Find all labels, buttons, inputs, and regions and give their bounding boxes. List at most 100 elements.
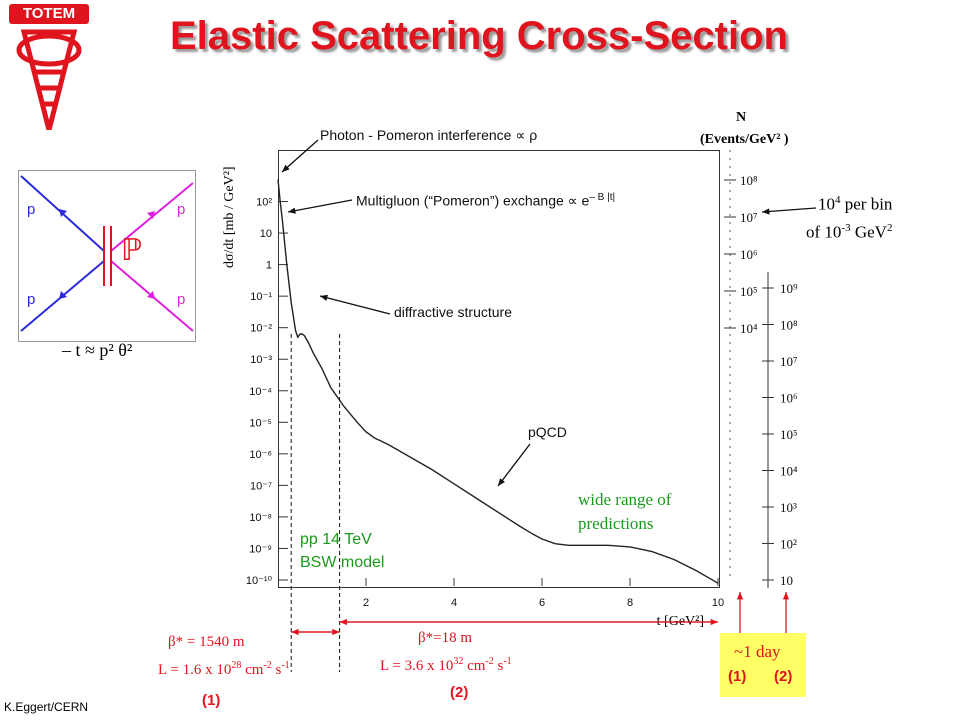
lumi-text: L = 1.6 x 10 (158, 662, 232, 678)
day-box-label-1: (1) (728, 668, 747, 685)
lumi-exp: 32 (453, 656, 464, 667)
beta-star-2: β*=18 m (418, 630, 473, 646)
right-tick-label: 10⁴ (780, 464, 798, 479)
right-tick-label: 10⁷ (740, 210, 758, 225)
x-tick-label: 8 (627, 597, 633, 609)
multigluon-annotation: Multigluon (“Pomeron”) exchange ∝ e– B |… (356, 192, 615, 210)
y-tick-label: 10 (260, 228, 272, 240)
per-bin-arrow-head (762, 208, 770, 215)
page-title: Elastic Scattering Cross-Section (170, 14, 788, 58)
y-tick-label: 10² (256, 197, 272, 209)
logo-text: TOTEM (9, 4, 89, 24)
y-tick-label: 10⁻³ (250, 354, 272, 366)
right-tick-label: 10⁹ (780, 281, 798, 296)
pqcd-annotation: pQCD (528, 424, 567, 440)
lumi-units: s (271, 662, 282, 678)
right-tick-label: 10⁸ (740, 173, 758, 188)
luminosity-2: L = 3.6 x 1032 cm-2 s-1 (380, 656, 512, 675)
proton-label: p (27, 291, 36, 308)
right-tick-label: 10⁷ (780, 354, 798, 369)
proton-label: p (177, 291, 186, 308)
lumi-exp: -1 (281, 660, 290, 671)
luminosity-1: L = 1.6 x 1028 cm-2 s-1 (158, 660, 290, 679)
day-arrow-2-head (782, 592, 790, 600)
per-bin-exp: -3 (841, 222, 851, 234)
plot-area (278, 150, 720, 588)
multigluon-arrow (287, 199, 353, 213)
right-tick-label: 10⁶ (780, 391, 798, 406)
x-tick-label: 10 (712, 597, 724, 609)
y-tick-label: 10⁻⁵ (249, 417, 272, 429)
y-tick-label: 10⁻⁹ (249, 543, 272, 555)
per-bin-note: of 10-3 GeV2 (806, 222, 892, 243)
day-arrow-1-head (736, 592, 744, 600)
right-tick-label: 10 (780, 573, 793, 588)
photon-pomeron-annotation: Photon - Pomeron interference ∝ ρ (320, 127, 538, 143)
momentum-relation: – t ≈ p² θ² (62, 340, 133, 360)
per-bin-rest: GeV (850, 222, 887, 242)
lumi-units: cm (463, 658, 486, 674)
x-tick-label: 2 (363, 597, 369, 609)
run-duration: ~1 day (734, 642, 781, 661)
lumi-exp: 28 (231, 660, 242, 671)
right-tick-label: 10⁶ (740, 247, 758, 262)
totem-logo (4, 2, 94, 130)
range-arrow-2-head (339, 618, 347, 626)
per-bin-rest: per bin (840, 194, 893, 214)
day-box-label-2: (2) (774, 668, 793, 685)
y-tick-label: 10⁻² (250, 323, 272, 335)
right-axis-label: (Events/GeV² ) (700, 132, 789, 147)
author-credit: K.Eggert/CERN (4, 700, 89, 714)
wide-range-note: wide range of (578, 490, 672, 509)
right-axis-label: N (736, 110, 747, 125)
proton-label: p (177, 201, 186, 218)
feynman-diagram: p p p p ℙ (18, 170, 196, 342)
cross-section-curve (277, 179, 719, 584)
lumi-exp: -2 (485, 656, 494, 667)
right-tick-label: 10⁵ (740, 284, 758, 299)
y-tick-label: 10⁻¹⁰ (246, 575, 273, 587)
right-tick-label: 10⁵ (780, 427, 798, 442)
diffractive-arrow-head (320, 294, 328, 301)
per-bin-arrow (761, 207, 817, 213)
multigluon-exponent: – B |t| (589, 192, 616, 203)
pqcd-arrow-head (498, 478, 505, 486)
y-tick-label: 10⁻⁴ (249, 386, 272, 398)
diffractive-annotation: diffractive structure (394, 304, 513, 320)
photon-arrow (281, 139, 319, 173)
model-label: pp 14 TeV (300, 531, 372, 548)
pqcd-arrow (497, 443, 531, 487)
pomeron-label: ℙ (121, 234, 143, 267)
per-bin-exp: 2 (886, 222, 893, 234)
wide-range-note: predictions (578, 514, 654, 533)
per-bin-exp: 4 (835, 194, 841, 206)
model-label: BSW model (300, 554, 385, 571)
y-tick-label: 10⁻⁸ (249, 512, 272, 524)
x-tick-label: 4 (451, 597, 457, 609)
multigluon-text: Multigluon (“Pomeron”) exchange ∝ e (356, 192, 590, 209)
y-tick-label: 10⁻¹ (250, 291, 272, 303)
lumi-text: L = 3.6 x 10 (380, 658, 454, 674)
right-tick-label: 10⁸ (780, 318, 798, 333)
per-bin-value: 10 (818, 194, 835, 214)
y-tick-label: 1 (266, 260, 272, 272)
right-tick-label: 10³ (780, 500, 797, 515)
lumi-exp: -1 (503, 656, 512, 667)
lumi-units: cm (241, 662, 264, 678)
y-tick-label: 10⁻⁷ (250, 480, 272, 492)
range-label-1: (1) (202, 692, 221, 709)
right-tick-label: 10² (780, 537, 797, 552)
x-tick-label: 6 (539, 597, 545, 609)
y-tick-label: 10⁻⁶ (249, 449, 272, 461)
multigluon-arrow-head (288, 207, 296, 214)
lumi-exp: -2 (263, 660, 272, 671)
beta-star-1: β* = 1540 m (168, 634, 245, 650)
run-duration-box (720, 633, 806, 697)
lumi-units: s (493, 658, 504, 674)
per-bin-value: of 10 (806, 222, 842, 242)
diffractive-arrow (319, 295, 391, 315)
range-label-2: (2) (450, 684, 469, 701)
photon-arrow-head (282, 164, 290, 172)
per-bin-note: 104 per bin (818, 194, 892, 215)
